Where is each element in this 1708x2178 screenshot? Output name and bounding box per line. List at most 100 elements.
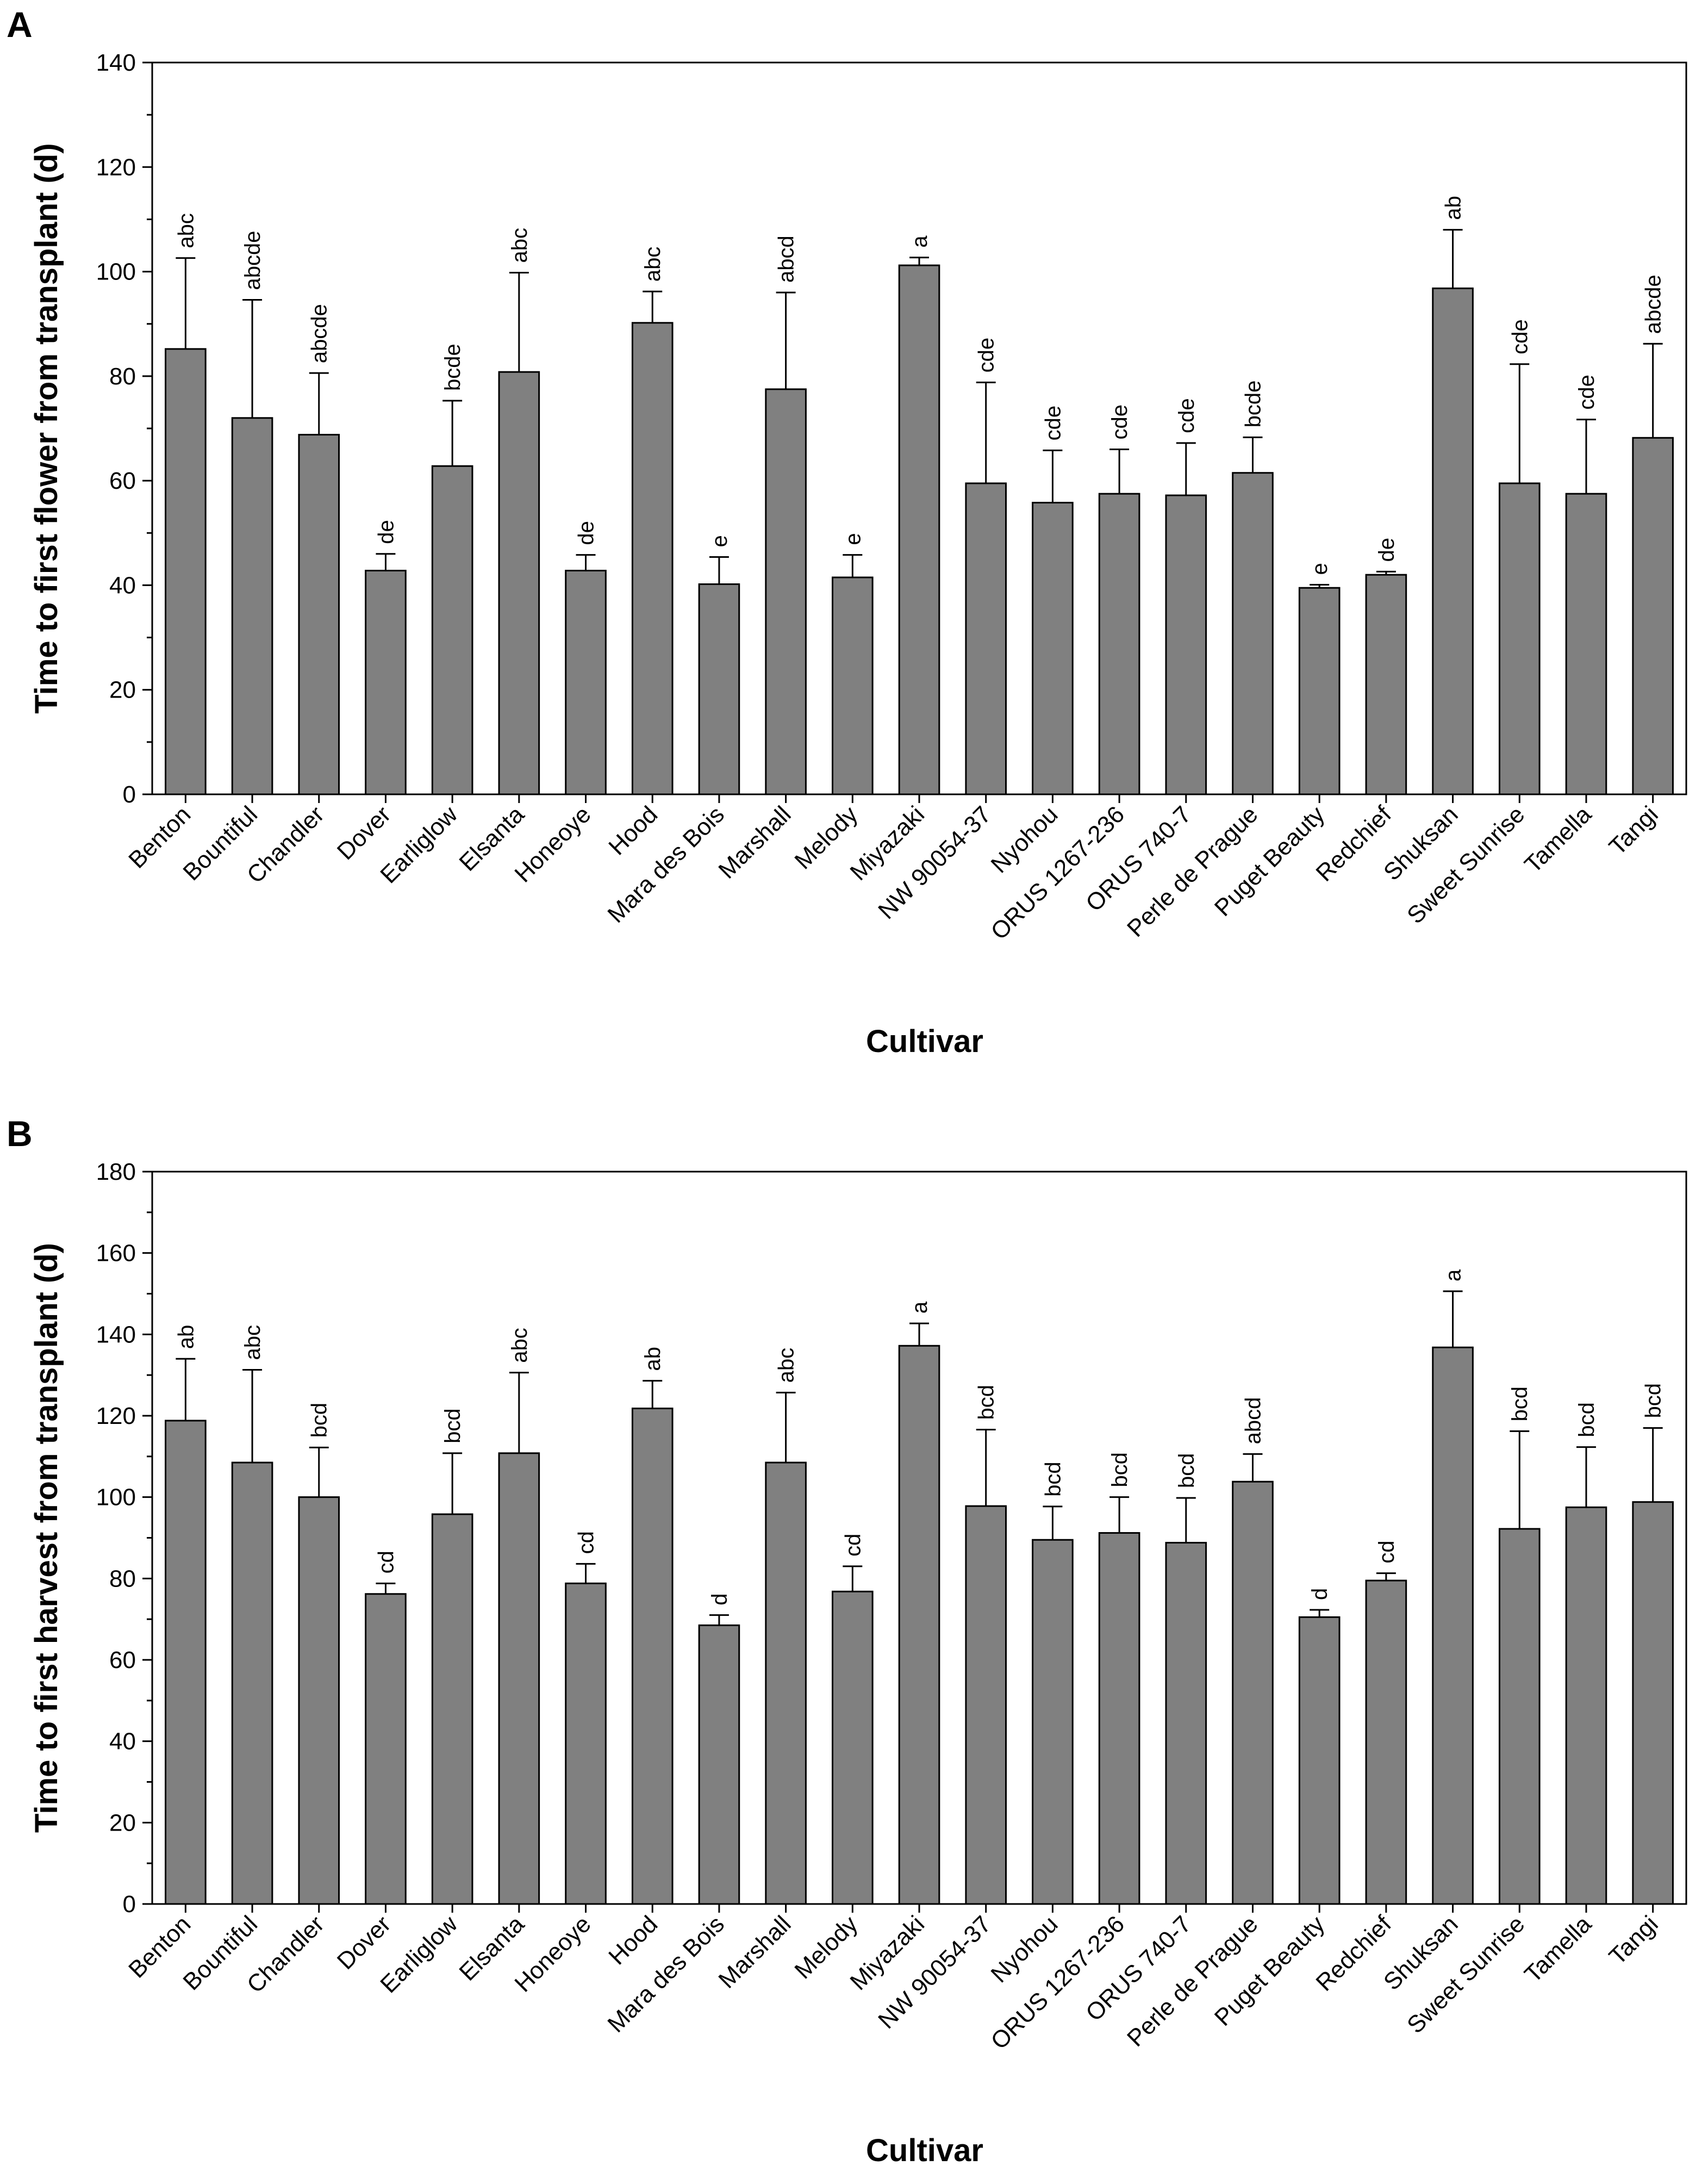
category-label: Hood	[603, 1911, 663, 1970]
bar-hood	[631, 1408, 674, 1905]
bar-nw-90054-37	[965, 1505, 1007, 1905]
y-tick-label: 60	[109, 1647, 136, 1673]
category-label: Dover	[332, 1911, 396, 1975]
significance-label: cde	[1575, 375, 1599, 410]
bar-orus-740-7	[1165, 1541, 1207, 1905]
bar-bountiful	[231, 417, 273, 795]
significance-label: ab	[174, 1325, 198, 1349]
y-tick-label: 40	[109, 1728, 136, 1755]
chart-panel-b: 020406080100120140160180abBentonabcBount…	[29, 1159, 1687, 2168]
significance-label: bcde	[441, 344, 465, 391]
bar-dover	[365, 1593, 407, 1905]
significance-label: cde	[1108, 405, 1132, 440]
bar-chandler	[298, 1496, 340, 1905]
y-tick-label: 0	[123, 1891, 136, 1918]
bar-tamella	[1565, 493, 1607, 795]
bar-perle-de-prague	[1232, 1480, 1274, 1905]
significance-label: e	[1308, 563, 1332, 575]
bar-melody	[831, 1590, 874, 1905]
significance-label: bcd	[1175, 1453, 1199, 1489]
significance-label: bcd	[1575, 1402, 1599, 1438]
significance-label: bcd	[1642, 1383, 1666, 1418]
significance-label: bcde	[1241, 381, 1265, 428]
bar-perle-de-prague	[1232, 472, 1274, 795]
y-tick-label: 160	[96, 1240, 136, 1267]
y-tick-label: 20	[109, 677, 136, 704]
category-label: Mara des Bois	[602, 1911, 730, 2038]
y-tick-label: 100	[96, 259, 136, 285]
bar-nyohou	[1032, 502, 1074, 795]
bar-sweet-sunrise	[1498, 1528, 1541, 1905]
y-tick-label: 0	[123, 781, 136, 808]
significance-label: cde	[975, 338, 999, 373]
significance-label: e	[708, 535, 732, 547]
significance-label: ab	[641, 1347, 665, 1371]
significance-label: cd	[841, 1534, 865, 1557]
significance-label: abcd	[1241, 1397, 1265, 1445]
category-label: Redchief	[1311, 801, 1397, 887]
bar-sweet-sunrise	[1498, 482, 1541, 795]
significance-label: abc	[174, 213, 198, 248]
y-tick-label: 140	[96, 1321, 136, 1348]
significance-label: abcde	[1642, 275, 1666, 334]
panel-b-letter: B	[7, 1113, 33, 1154]
significance-label: de	[374, 520, 398, 544]
significance-label: abcd	[775, 235, 799, 283]
panel-a-letter: A	[7, 4, 33, 45]
significance-label: cde	[1175, 398, 1199, 433]
bar-elsanta	[498, 1452, 540, 1905]
significance-label: bcd	[1108, 1452, 1132, 1488]
y-tick-label: 20	[109, 1809, 136, 1836]
significance-label: de	[575, 521, 599, 545]
bar-melody	[831, 576, 874, 795]
y-tick-label: 80	[109, 363, 136, 390]
significance-label: abc	[241, 1325, 265, 1360]
bar-elsanta	[498, 371, 540, 795]
category-label: Hood	[603, 801, 663, 860]
significance-label: abc	[508, 1328, 532, 1363]
significance-label: cde	[1508, 319, 1532, 354]
y-tick-label: 120	[96, 1403, 136, 1429]
significance-label: d	[1308, 1588, 1332, 1600]
y-axis-title: Time to first flower from transplant (d)	[29, 143, 64, 713]
significance-label: bcd	[308, 1403, 332, 1438]
y-tick-label: 140	[96, 49, 136, 76]
significance-label: e	[841, 533, 865, 545]
bar-nyohou	[1032, 1539, 1074, 1905]
category-label: Tangi	[1604, 1911, 1663, 1970]
significance-label: bcd	[1041, 1461, 1065, 1497]
bar-marshall	[765, 1461, 807, 1905]
category-label: Marshall	[713, 801, 796, 883]
significance-label: cd	[575, 1531, 599, 1554]
significance-label: cde	[1041, 406, 1065, 441]
bar-orus-740-7	[1165, 494, 1207, 795]
bar-miyazaki	[898, 1345, 940, 1905]
category-label: Tamella	[1519, 1911, 1597, 1988]
bar-honeoye	[565, 570, 607, 795]
category-label: Redchief	[1311, 1911, 1397, 1996]
x-axis-title: Cultivar	[866, 1024, 983, 1059]
y-axis-title: Time to first harvest from transplant (d…	[29, 1243, 64, 1833]
significance-label: abc	[641, 247, 665, 282]
bar-shuksan	[1432, 1346, 1474, 1905]
significance-label: abcde	[308, 304, 332, 363]
significance-label: abc	[775, 1348, 799, 1383]
bar-earliglow	[431, 465, 473, 795]
y-tick-label: 40	[109, 572, 136, 599]
bar-orus-1267-236	[1098, 493, 1140, 795]
bar-benton	[165, 1420, 207, 1905]
bar-mara-des-bois	[698, 1624, 740, 1905]
bar-tamella	[1565, 1506, 1607, 1905]
bar-shuksan	[1432, 287, 1474, 795]
bar-hood	[631, 322, 674, 795]
y-tick-label: 120	[96, 154, 136, 181]
category-label: Mara des Bois	[602, 801, 730, 928]
y-tick-label: 180	[96, 1159, 136, 1185]
significance-label: a	[908, 1301, 932, 1314]
y-tick-label: 60	[109, 468, 136, 494]
bar-dover	[365, 570, 407, 795]
category-label: Sweet Sunrise	[1402, 801, 1530, 929]
significance-label: cd	[374, 1551, 398, 1573]
bar-earliglow	[431, 1513, 473, 1905]
